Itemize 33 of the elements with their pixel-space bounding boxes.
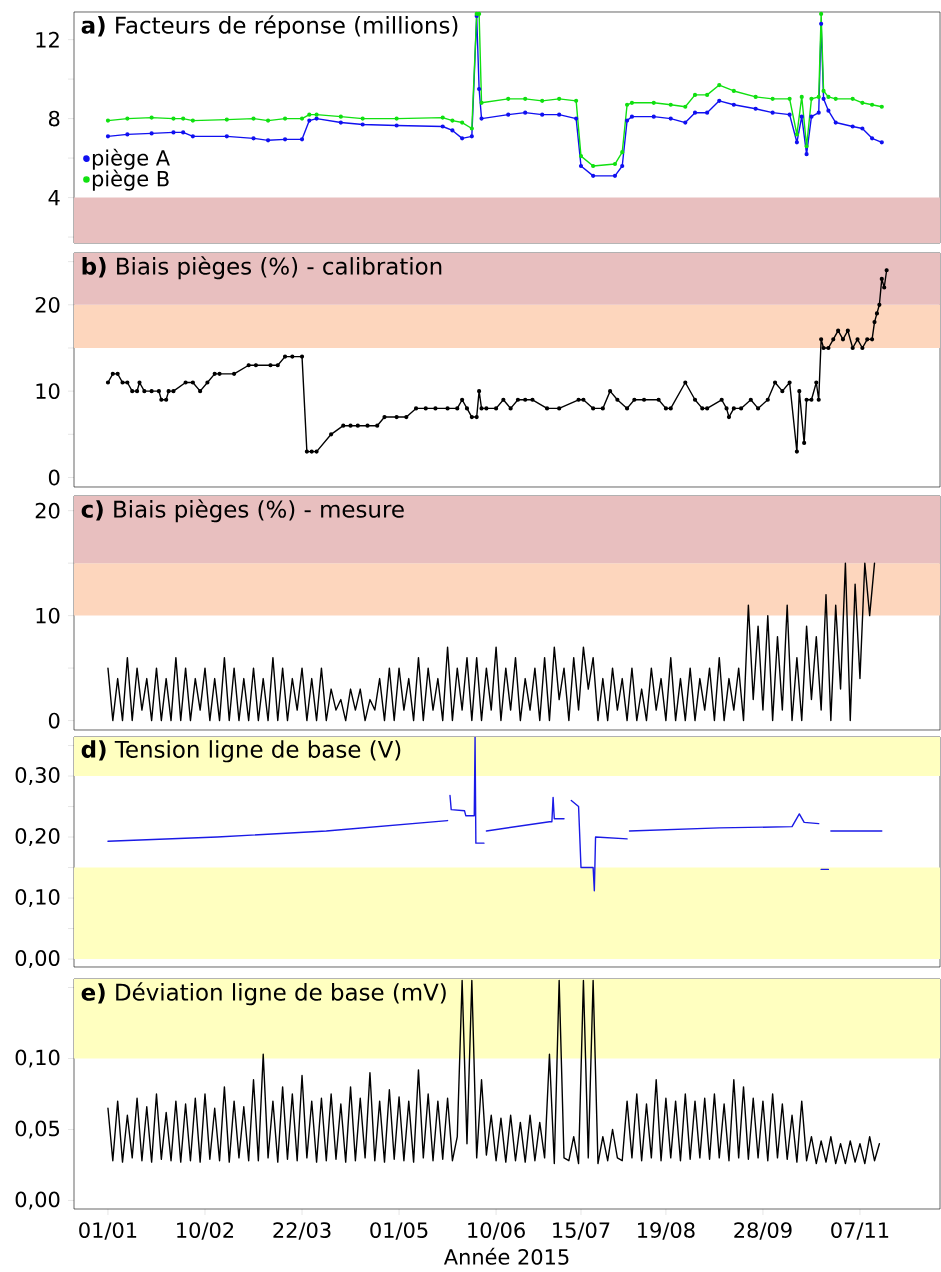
x-tick-label: 01/01 bbox=[79, 1222, 137, 1240]
y-tick-label: 0,00 bbox=[15, 950, 60, 969]
chart-title: a) Facteurs de réponse (millions) bbox=[81, 15, 458, 39]
y-tick-label: 0 bbox=[48, 469, 60, 486]
y-tick-label: 10 bbox=[36, 383, 60, 400]
y-tick-label: 20 bbox=[35, 296, 60, 313]
x-tick-label: 28/09 bbox=[734, 1222, 792, 1240]
y-tick-label: 0,30 bbox=[15, 767, 60, 786]
y-tick-label: 0,10 bbox=[15, 889, 60, 908]
x-tick-label: 10/02 bbox=[177, 1222, 234, 1240]
y-tick-label: 0 bbox=[48, 712, 60, 729]
y-tick-label: 0,00 bbox=[15, 1191, 60, 1210]
x-tick-label: 07/11 bbox=[831, 1222, 889, 1240]
y-tick-label: 10 bbox=[36, 607, 60, 624]
x-tick-label: 19/08 bbox=[638, 1222, 695, 1240]
y-tick-label: 12 bbox=[36, 31, 59, 48]
chart-title: c) Biais pièges (%) - mesure bbox=[81, 499, 404, 523]
y-tick-label: 0,05 bbox=[15, 1120, 59, 1139]
y-tick-label: 0,20 bbox=[15, 828, 60, 847]
chart-title: d) Tension ligne de base (V) bbox=[81, 740, 401, 763]
y-tick-label: 0,10 bbox=[15, 1049, 60, 1068]
x-tick-label: 15/07 bbox=[553, 1222, 610, 1240]
x-axis-title: Année 2015 bbox=[443, 1247, 569, 1265]
x-tick-label: 10/06 bbox=[468, 1222, 525, 1240]
y-tick-label: 8 bbox=[48, 110, 60, 127]
y-tick-label: 20 bbox=[35, 502, 60, 519]
chart-title: e) Déviation ligne de base (mV) bbox=[81, 982, 446, 1006]
y-tick-label: 4 bbox=[48, 189, 60, 206]
legend-label: piège B bbox=[92, 169, 169, 191]
legend-label: piège A bbox=[92, 148, 170, 170]
x-tick-label: 22/03 bbox=[273, 1222, 331, 1240]
x-tick-label: 01/05 bbox=[370, 1222, 428, 1240]
chart-title: b) Biais pièges (%) - calibration bbox=[82, 256, 442, 280]
